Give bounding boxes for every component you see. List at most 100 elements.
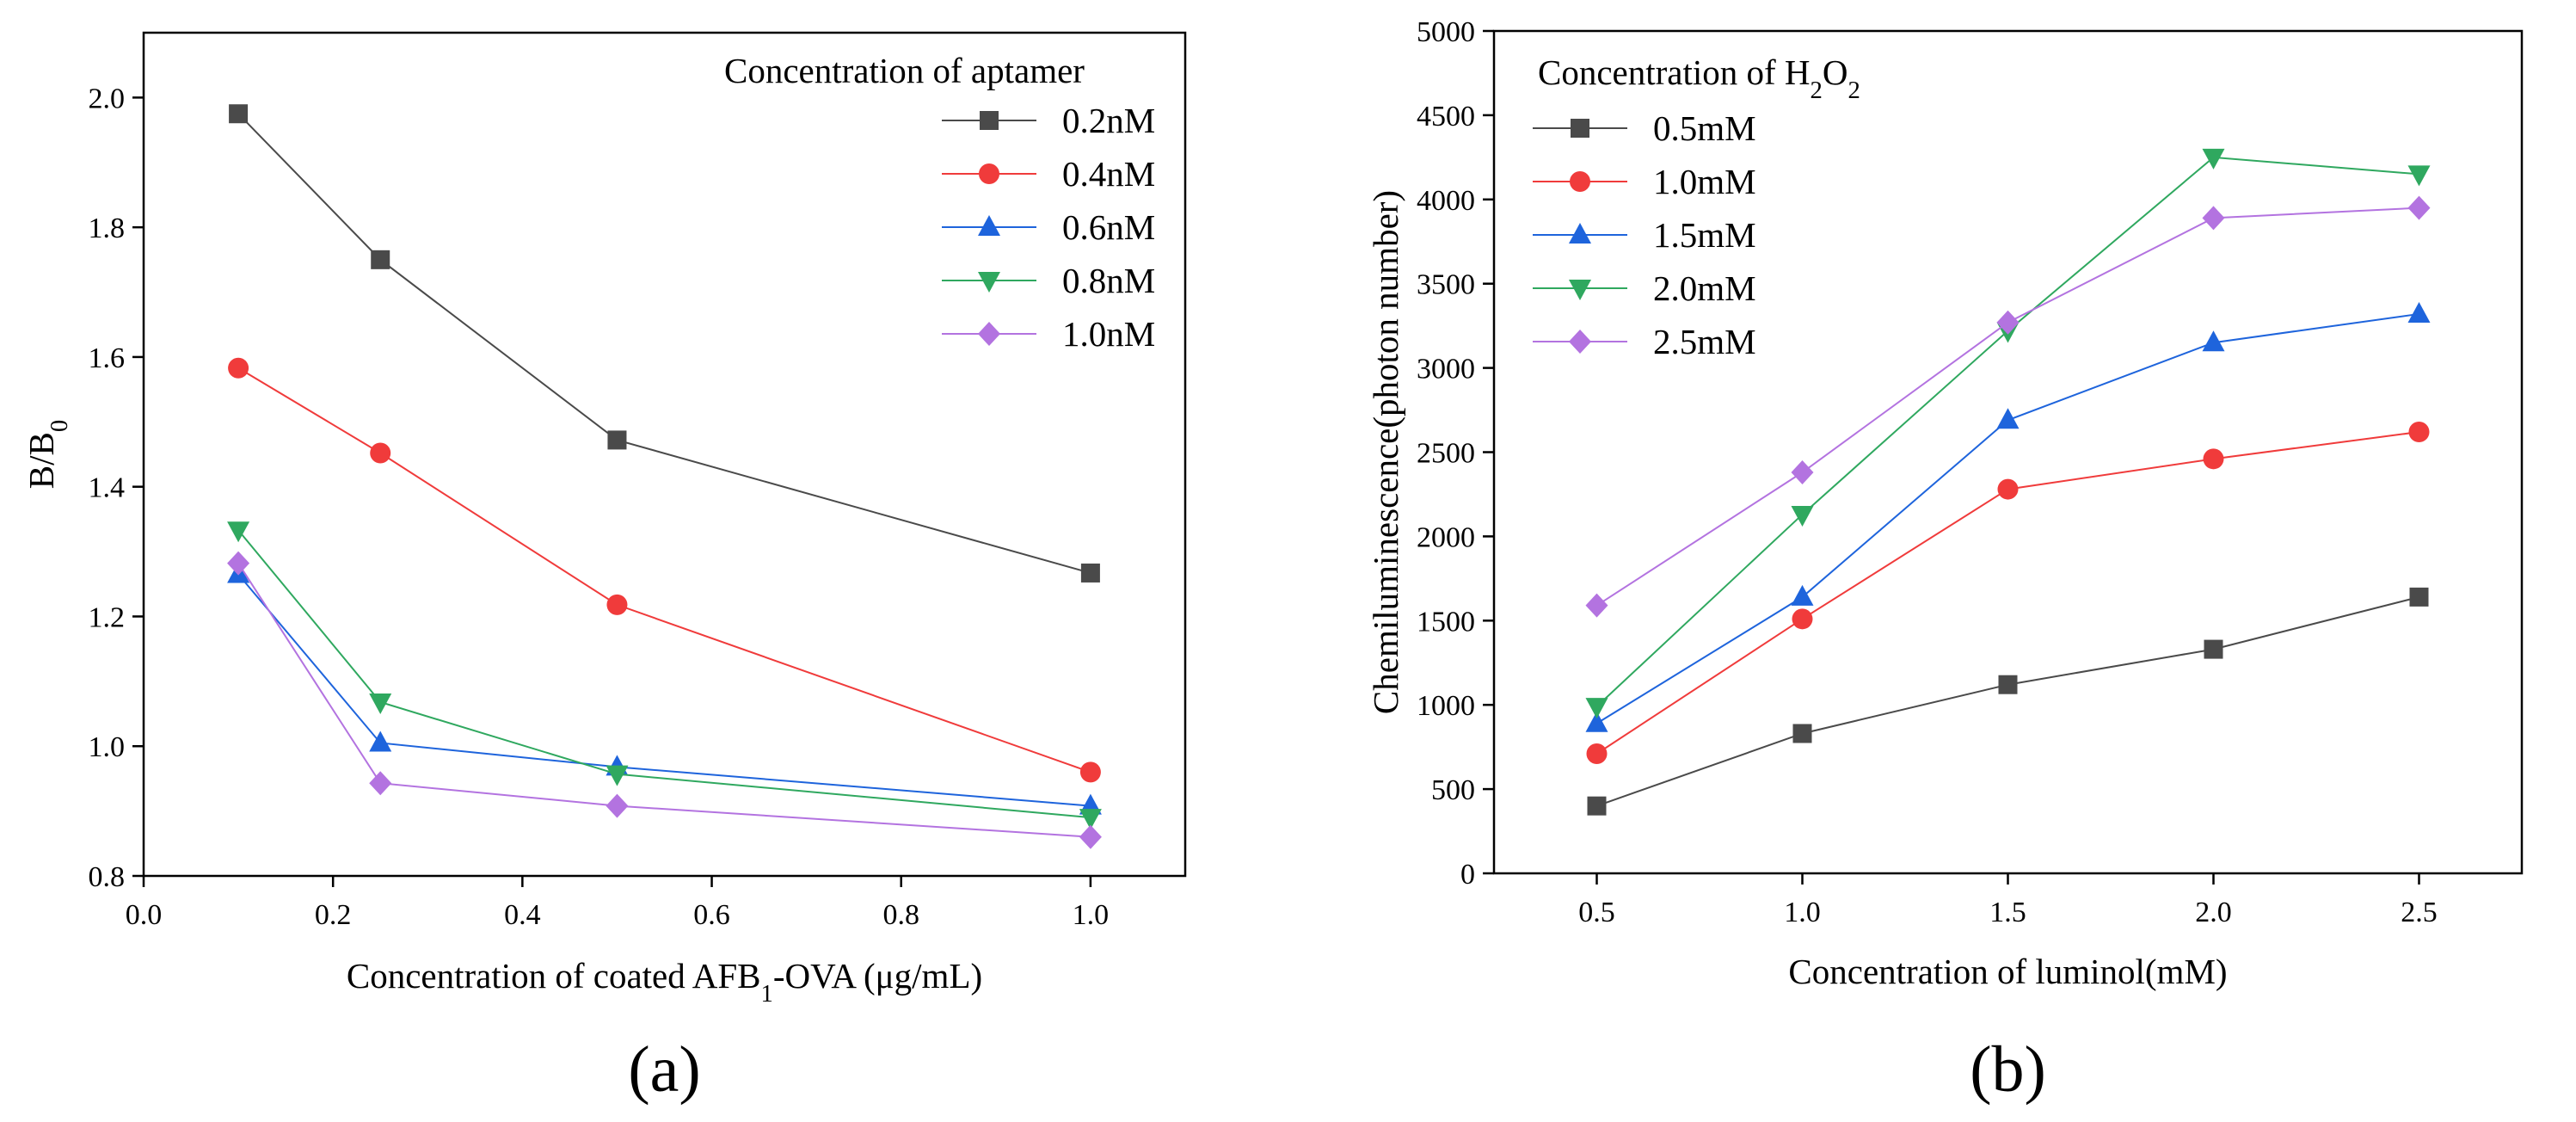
a-x-axis-title: Concentration of coated AFB1-OVA (μg/mL) xyxy=(347,956,982,1008)
b-y-tick-label: 4000 xyxy=(1417,185,1475,217)
a-x-tick-label: 0.2 xyxy=(315,899,352,931)
b-y-tick-label: 500 xyxy=(1431,774,1475,806)
a-y-tick-label: 1.2 xyxy=(89,601,126,633)
b-x-tick-label: 1.0 xyxy=(1784,897,1821,928)
b-plot-frame xyxy=(1492,29,2524,875)
a-series-4 xyxy=(227,551,1102,849)
a-data-point xyxy=(607,430,627,450)
a-data-point xyxy=(369,771,392,796)
b-data-point xyxy=(1792,608,1813,630)
b-y-tick-label: 5000 xyxy=(1417,16,1475,48)
b-x-tick-label: 0.5 xyxy=(1578,897,1615,928)
a-plot-frame xyxy=(142,31,1187,878)
a-series-line-3 xyxy=(237,529,1091,819)
a-data-point xyxy=(227,551,250,576)
b-y-tick-label: 4500 xyxy=(1417,101,1475,133)
b-legend-label: 0.5mM xyxy=(1653,108,1756,148)
a-series-line-1 xyxy=(237,367,1091,774)
a-legend-label: 0.8nM xyxy=(1062,261,1155,300)
b-legend-marker xyxy=(1569,223,1591,244)
b-y-tick-label: 2000 xyxy=(1417,521,1475,553)
b-series-line-0 xyxy=(1596,595,2419,807)
b-data-point xyxy=(1585,698,1608,719)
a-legend-label: 1.0nM xyxy=(1062,314,1155,354)
b-data-point xyxy=(1585,711,1608,732)
a-data-point xyxy=(369,693,392,714)
b-x-tick-label: 1.5 xyxy=(1989,897,2026,928)
b-data-point xyxy=(2407,195,2431,220)
b-y-tick-label: 2500 xyxy=(1417,438,1475,470)
b-data-point xyxy=(1996,408,2020,429)
a-legend-marker xyxy=(978,272,1000,293)
b-y-tick-label: 1500 xyxy=(1417,606,1475,638)
a-data-point xyxy=(227,521,250,543)
b-legend-label: 2.0mM xyxy=(1653,268,1756,308)
a-legend: Concentration of aptamer 0.2nM 0.4nM 0.6nM 0… xyxy=(724,51,1155,354)
a-data-point xyxy=(606,793,629,818)
b-data-point xyxy=(2409,587,2429,607)
a-legend-marker xyxy=(980,111,999,130)
a-x-tick-label: 1.0 xyxy=(1073,899,1110,931)
a-series-1 xyxy=(228,357,1101,783)
a-y-tick-label: 1.8 xyxy=(89,213,126,244)
b-data-point xyxy=(1585,593,1608,618)
b-data-point xyxy=(1791,459,1814,484)
a-data-point xyxy=(371,250,390,269)
b-legend-label: 1.0mM xyxy=(1653,162,1756,201)
b-y-tick-label: 3500 xyxy=(1417,269,1475,301)
b-legend-marker xyxy=(1571,119,1589,138)
b-data-point xyxy=(1998,675,2018,694)
a-series-2 xyxy=(227,562,1102,815)
b-data-point xyxy=(2203,448,2224,470)
b-series-2 xyxy=(1585,301,2431,732)
a-x-tick-label: 0.6 xyxy=(693,899,730,931)
a-data-point xyxy=(229,104,249,124)
b-y-tick-label: 3000 xyxy=(1417,354,1475,385)
a-legend-marker xyxy=(978,215,1000,236)
a-legend-label: 0.6nM xyxy=(1062,207,1155,247)
a-x-tick-label: 0.0 xyxy=(126,899,163,931)
b-data-point xyxy=(1587,796,1607,816)
b-data-point xyxy=(1791,584,1814,606)
a-data-point xyxy=(606,765,629,786)
a-data-point xyxy=(1079,809,1102,830)
b-data-point xyxy=(2202,148,2225,170)
a-legend-label: 0.2nM xyxy=(1062,101,1155,140)
a-legend-marker xyxy=(978,322,1000,346)
b-legend-marker xyxy=(1569,280,1591,300)
b-legend-marker xyxy=(1569,330,1591,354)
a-data-point xyxy=(1080,563,1100,583)
b-data-point xyxy=(1996,310,2020,335)
a-y-tick-label: 0.8 xyxy=(89,861,126,893)
a-data-point xyxy=(1079,761,1101,783)
a-x-tick-label: 0.4 xyxy=(504,899,541,931)
a-y-tick-label: 1.0 xyxy=(89,731,126,763)
a-series-line-0 xyxy=(237,113,1091,574)
b-series-4 xyxy=(1585,195,2431,618)
a-data-point xyxy=(228,357,249,379)
b-legend-title: Concentration of H2O2 xyxy=(1538,52,1860,104)
b-y-axis-title: Chemiluminescence(photon number) xyxy=(1366,190,1405,714)
a-data-point xyxy=(369,731,392,752)
a-legend-title: Concentration of aptamer xyxy=(724,51,1085,90)
a-data-point xyxy=(370,442,391,464)
b-legend-marker xyxy=(1570,171,1590,192)
b-x-axis-title: Concentration of luminol(mM) xyxy=(1788,952,2227,991)
b-legend-label: 2.5mM xyxy=(1653,322,1756,361)
a-panel-label: (a) xyxy=(628,1033,700,1106)
a-legend-label: 0.4nM xyxy=(1062,154,1155,194)
a-series-3 xyxy=(227,521,1102,830)
b-data-point xyxy=(2408,422,2430,443)
b-data-point xyxy=(1586,743,1608,764)
panel-a: 0.0 0.2 0.4 0.6 0.8 1.0 0.8 1.0 1.2 1.4 1.6 1.8 2.0 C… xyxy=(22,31,1187,1106)
b-data-point xyxy=(1997,478,2019,500)
b-data-point xyxy=(1791,505,1814,527)
a-series-line-4 xyxy=(237,563,1091,838)
b-series-1 xyxy=(1586,422,2430,764)
b-x-tick-label: 2.5 xyxy=(2401,897,2438,928)
b-y-tick-label: 0 xyxy=(1460,859,1475,891)
b-data-point xyxy=(2407,165,2431,187)
panel-b: 0.5 1.0 1.5 2.0 2.5 0 500 1000 1500 2000 2500 3000 3… xyxy=(1366,16,2524,1106)
b-series-0 xyxy=(1587,587,2429,816)
